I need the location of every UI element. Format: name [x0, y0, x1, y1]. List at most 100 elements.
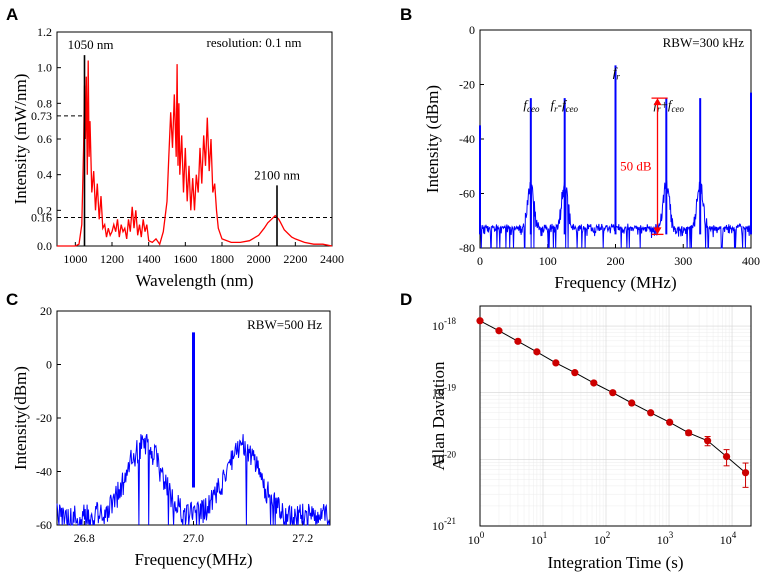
- x-tick-label: 2400: [320, 252, 344, 266]
- x-tick-label: 400: [742, 254, 760, 268]
- panel-a-chart: 1000 1200 1400 1600 1800 2000 2200 24000.00.20.…: [11, 25, 344, 290]
- panel-label-b: B: [400, 5, 412, 24]
- spectrum-line: [57, 60, 333, 247]
- x-axis-label: Frequency (MHz): [554, 273, 676, 292]
- y-tick-exp: -19: [444, 383, 456, 393]
- x-tick-label: 27.0: [183, 531, 204, 545]
- frmf-op: -: [558, 97, 562, 112]
- data-point: [514, 337, 522, 345]
- data-point: [476, 317, 484, 325]
- frpf-f2: f: [668, 97, 674, 112]
- x-tick-label: 103: [657, 530, 674, 547]
- y-tick-label: -60: [36, 518, 52, 532]
- y-tick-base: 10: [432, 452, 444, 466]
- data-point: [666, 418, 674, 426]
- frpf-sub-r: r: [657, 104, 661, 114]
- x-tick-base: 10: [657, 533, 669, 547]
- x-tick-label: 101: [531, 530, 548, 547]
- data-point: [741, 469, 750, 477]
- y-tick-label: 0.0: [37, 239, 52, 253]
- x-tick-label: 100: [468, 530, 485, 547]
- data-point: [647, 409, 655, 417]
- x-tick-label: 1800: [210, 252, 234, 266]
- x-tick-label: 300: [674, 254, 692, 268]
- y-tick-label: -60: [459, 187, 475, 201]
- x-tick-label: 26.8: [74, 531, 95, 545]
- data-point: [704, 437, 712, 445]
- panel-c-chart: 26.8 27.0 27.2 -60 -40 -20 0 20 RBW=500 Hz Freque…: [11, 304, 331, 569]
- frpf-op: +: [661, 97, 668, 112]
- arrow-label: 50 dB: [620, 158, 652, 173]
- frpf-sub-ceo: ceo: [672, 104, 685, 114]
- x-tick-label: 104: [720, 530, 737, 547]
- y-tick-label: -80: [459, 241, 475, 255]
- fr-f: f: [613, 64, 619, 79]
- resolution-annotation: resolution: 0.1 nm: [207, 35, 302, 50]
- y-tick-label: 0: [469, 23, 475, 37]
- frmf-f2: f: [562, 97, 568, 112]
- plot-frame: [56, 31, 333, 247]
- y-tick-exp: -20: [444, 449, 456, 459]
- panel-label-d: D: [400, 290, 412, 309]
- data-point: [495, 327, 503, 335]
- frmf-sub-r: r: [554, 104, 558, 114]
- arrow-head-bottom: [653, 227, 662, 235]
- x-tick-exp: 0: [480, 530, 485, 540]
- rbw-annotation: RBW=300 kHz: [663, 35, 745, 50]
- x-tick-label: 2200: [283, 252, 307, 266]
- panel-label-a: A: [6, 5, 18, 24]
- y-tick-label: 0.4: [37, 168, 52, 182]
- x-tick-base: 10: [720, 533, 732, 547]
- x-axis-label: Frequency(MHz): [134, 550, 252, 569]
- frmf-f: f: [550, 97, 556, 112]
- y-tick-label: 0.6: [37, 132, 52, 146]
- arrow-head-top: [653, 98, 662, 106]
- x-axis-label: Integration Time (s): [548, 553, 684, 572]
- y-tick-label: 0.2: [37, 203, 52, 217]
- y-tick-base: 10: [432, 386, 444, 400]
- label-fr-minus-fceo: fr-fceo: [550, 97, 578, 114]
- x-tick-label: 1200: [100, 252, 124, 266]
- data-point: [609, 389, 617, 397]
- x-tick-exp: 4: [732, 530, 737, 540]
- y-tick-label-extra: 0.73: [31, 109, 52, 123]
- x-tick-label: 0: [477, 254, 483, 268]
- x-tick-exp: 2: [606, 530, 611, 540]
- x-axis-label: Wavelength (nm): [135, 271, 253, 290]
- x-tick-exp: 3: [669, 530, 674, 540]
- fceo-sub: ceo: [527, 104, 540, 114]
- x-tick-label: 102: [594, 530, 611, 547]
- y-tick-label: -40: [459, 132, 475, 146]
- x-tick-base: 10: [531, 533, 543, 547]
- marker-label-1: 2100 nm: [254, 167, 300, 182]
- y-tick-label-extra: 0.16: [31, 210, 52, 224]
- fr-sub: r: [616, 71, 620, 81]
- data-point: [685, 429, 693, 437]
- y-tick-label: 0: [46, 358, 52, 372]
- x-tick-base: 10: [594, 533, 606, 547]
- rbw-annotation: RBW=500 Hz: [247, 317, 322, 332]
- x-tick-base: 10: [468, 533, 480, 547]
- x-tick-exp: 1: [543, 530, 548, 540]
- data-point: [571, 369, 579, 377]
- y-tick-label: 1.2: [37, 25, 52, 39]
- y-tick-base: 10: [432, 519, 444, 533]
- beat-noise-trace: [56, 433, 331, 526]
- data-point: [533, 348, 541, 356]
- y-axis-label: Intensity (mW/nm): [11, 74, 30, 205]
- label-fceo: fceo: [523, 97, 540, 114]
- y-tick-label: 20: [40, 304, 52, 318]
- y-tick-label: -20: [36, 411, 52, 425]
- y-axis-label: Intensity (dBm): [423, 85, 442, 193]
- y-tick-label: 0.8: [37, 96, 52, 110]
- x-tick-label: 2000: [247, 252, 271, 266]
- x-tick-label: 200: [607, 254, 625, 268]
- data-point: [590, 379, 598, 387]
- x-tick-label: 1600: [173, 252, 197, 266]
- x-tick-label: 1000: [63, 252, 87, 266]
- y-tick-label: 1.0: [37, 61, 52, 75]
- y-tick-label: -20: [459, 78, 475, 92]
- x-tick-label: 1400: [137, 252, 161, 266]
- data-point: [628, 399, 636, 407]
